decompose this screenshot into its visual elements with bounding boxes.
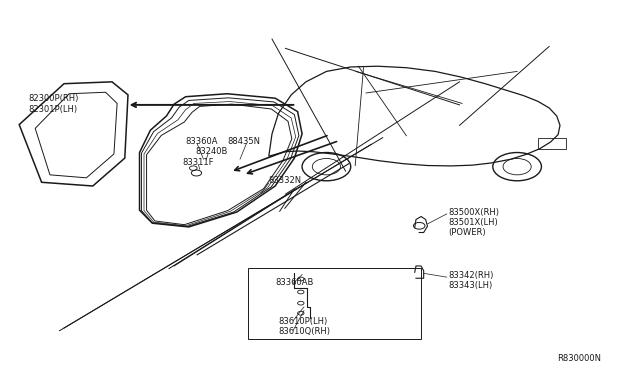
Text: 83360AB: 83360AB <box>275 278 314 287</box>
Text: 83610P(LH): 83610P(LH) <box>278 317 328 326</box>
Text: 83311F: 83311F <box>182 158 214 167</box>
Text: 83610Q(RH): 83610Q(RH) <box>278 327 330 336</box>
Text: 88435N: 88435N <box>227 137 260 146</box>
Text: 83343(LH): 83343(LH) <box>448 281 492 290</box>
Text: 83500X(RH): 83500X(RH) <box>448 208 499 217</box>
Text: 82300P(RH): 82300P(RH) <box>29 94 79 103</box>
Bar <box>248 268 421 339</box>
Text: (POWER): (POWER) <box>448 228 486 237</box>
Bar <box>538 138 566 149</box>
Text: 83240B: 83240B <box>195 147 228 156</box>
Text: 82301P(LH): 82301P(LH) <box>29 105 78 114</box>
Text: R830000N: R830000N <box>557 355 601 363</box>
Text: 83332N: 83332N <box>269 176 302 185</box>
Text: 83501X(LH): 83501X(LH) <box>448 218 498 227</box>
Text: 83360A: 83360A <box>186 137 218 146</box>
Text: 83342(RH): 83342(RH) <box>448 271 493 280</box>
